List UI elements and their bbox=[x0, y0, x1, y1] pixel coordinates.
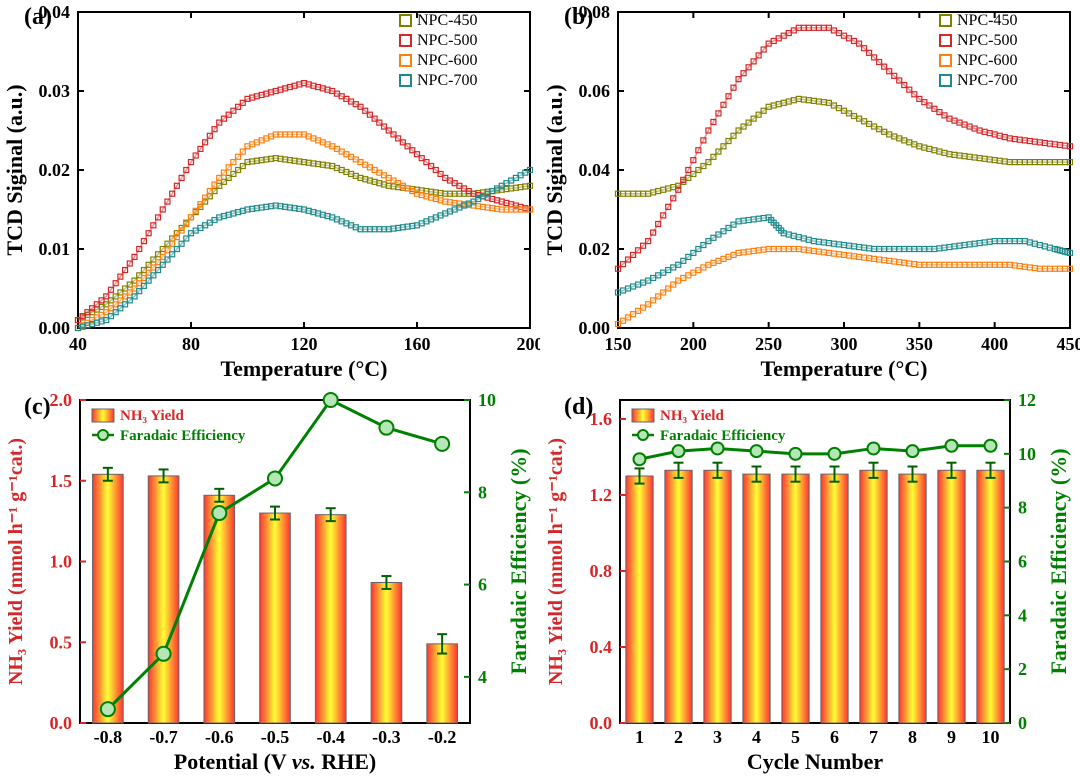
svg-text:350: 350 bbox=[906, 334, 933, 354]
svg-text:1: 1 bbox=[635, 727, 644, 747]
svg-text:0.01: 0.01 bbox=[39, 239, 71, 259]
svg-text:6: 6 bbox=[830, 727, 839, 747]
svg-text:0.8: 0.8 bbox=[590, 561, 613, 581]
svg-text:(c): (c) bbox=[24, 394, 51, 420]
svg-text:300: 300 bbox=[831, 334, 858, 354]
svg-text:6: 6 bbox=[1018, 552, 1027, 572]
svg-text:-0.6: -0.6 bbox=[205, 727, 234, 747]
svg-text:-0.4: -0.4 bbox=[316, 727, 345, 747]
svg-text:1.2: 1.2 bbox=[590, 485, 613, 505]
svg-text:Faradaic Efficiency: Faradaic Efficiency bbox=[660, 428, 786, 444]
svg-text:0.02: 0.02 bbox=[39, 160, 71, 180]
svg-text:NH₃ Yield: NH₃ Yield bbox=[660, 408, 724, 424]
svg-text:2: 2 bbox=[674, 727, 683, 747]
svg-text:(d): (d) bbox=[564, 394, 593, 420]
svg-text:-0.2: -0.2 bbox=[428, 727, 457, 747]
svg-text:-0.5: -0.5 bbox=[261, 727, 290, 747]
svg-text:3: 3 bbox=[713, 727, 722, 747]
svg-text:80: 80 bbox=[182, 334, 200, 354]
svg-text:120: 120 bbox=[291, 334, 318, 354]
svg-text:NH₃ Yield (mmol h⁻¹ g⁻¹cat.): NH₃ Yield (mmol h⁻¹ g⁻¹cat.) bbox=[5, 438, 27, 685]
svg-text:NPC-450: NPC-450 bbox=[417, 12, 477, 29]
svg-text:Cycle Number: Cycle Number bbox=[747, 749, 883, 774]
svg-text:NPC-500: NPC-500 bbox=[957, 32, 1017, 49]
svg-text:200: 200 bbox=[680, 334, 707, 354]
svg-text:(b): (b) bbox=[564, 4, 593, 30]
svg-text:12: 12 bbox=[1018, 390, 1036, 410]
svg-text:NH₃ Yield (mmol h⁻¹ g⁻¹cat.): NH₃ Yield (mmol h⁻¹ g⁻¹cat.) bbox=[545, 438, 567, 685]
svg-text:NH₃ Yield: NH₃ Yield bbox=[120, 408, 184, 424]
figure-grid: 40801201602000.000.010.020.030.04Tempera… bbox=[0, 0, 1080, 781]
svg-text:6: 6 bbox=[478, 575, 487, 595]
panel-d: 123456789100.00.40.81.21.6024681012Cycle… bbox=[540, 390, 1080, 781]
svg-text:0.00: 0.00 bbox=[579, 318, 611, 338]
svg-text:1.5: 1.5 bbox=[50, 471, 73, 491]
svg-text:10: 10 bbox=[1018, 444, 1036, 464]
svg-text:0.0: 0.0 bbox=[590, 713, 613, 733]
svg-text:Faradaic Efficiency: Faradaic Efficiency bbox=[120, 428, 246, 444]
panel-c-chart: -0.8 -0.7 -0.6 -0.5 -0.4 -0.3 -0.2 0.0 0.5 1.0 1.5… bbox=[0, 390, 540, 781]
svg-text:NPC-450: NPC-450 bbox=[957, 12, 1017, 29]
svg-text:400: 400 bbox=[981, 334, 1008, 354]
svg-text:0.5: 0.5 bbox=[50, 632, 73, 652]
svg-text:0: 0 bbox=[1018, 713, 1027, 733]
panel-d-chart: 123456789100.00.40.81.21.6024681012Cycle… bbox=[540, 390, 1080, 781]
svg-text:0.06: 0.06 bbox=[579, 81, 611, 101]
svg-text:0.00: 0.00 bbox=[39, 318, 71, 338]
svg-text:Faradaic Efficiency (%): Faradaic Efficiency (%) bbox=[1046, 448, 1071, 674]
svg-text:4: 4 bbox=[752, 727, 761, 747]
svg-text:5: 5 bbox=[791, 727, 800, 747]
svg-text:Temperature (°C): Temperature (°C) bbox=[220, 356, 387, 381]
svg-text:0.04: 0.04 bbox=[579, 160, 611, 180]
svg-text:TCD Siginal (a.u.): TCD Siginal (a.u.) bbox=[2, 84, 27, 255]
panel-c: -0.8 -0.7 -0.6 -0.5 -0.4 -0.3 -0.2 0.0 0.5 1.0 1.5… bbox=[0, 390, 540, 781]
svg-text:8: 8 bbox=[1018, 498, 1027, 518]
panel-b-chart: 1502002503003504004500.000.020.040.060.0… bbox=[540, 0, 1080, 390]
svg-text:9: 9 bbox=[947, 727, 956, 747]
svg-text:Potential (V vs. RHE): Potential (V vs. RHE) bbox=[174, 749, 376, 774]
svg-text:0.4: 0.4 bbox=[590, 637, 613, 657]
svg-text:NPC-700: NPC-700 bbox=[417, 72, 477, 89]
svg-text:160: 160 bbox=[404, 334, 431, 354]
svg-text:(a): (a) bbox=[24, 4, 52, 30]
svg-text:TCD Siginal (a.u.): TCD Siginal (a.u.) bbox=[542, 84, 567, 255]
svg-text:10: 10 bbox=[982, 727, 1000, 747]
svg-text:Temperature (°C): Temperature (°C) bbox=[760, 356, 927, 381]
svg-text:8: 8 bbox=[478, 482, 487, 502]
svg-text:10: 10 bbox=[478, 390, 496, 410]
svg-text:NPC-500: NPC-500 bbox=[417, 32, 477, 49]
svg-text:2.0: 2.0 bbox=[50, 390, 73, 410]
svg-text:-0.7: -0.7 bbox=[149, 727, 178, 747]
svg-text:NPC-600: NPC-600 bbox=[957, 52, 1017, 69]
svg-text:NPC-700: NPC-700 bbox=[957, 72, 1017, 89]
panel-a: 40801201602000.000.010.020.030.04Tempera… bbox=[0, 0, 540, 390]
panel-a-chart: 40801201602000.000.010.020.030.04Tempera… bbox=[0, 0, 540, 390]
svg-text:2: 2 bbox=[1018, 659, 1027, 679]
svg-text:1.0: 1.0 bbox=[50, 552, 73, 572]
panel-b: 1502002503003504004500.000.020.040.060.0… bbox=[540, 0, 1080, 390]
svg-text:8: 8 bbox=[908, 727, 917, 747]
svg-text:-0.3: -0.3 bbox=[372, 727, 401, 747]
svg-text:0.03: 0.03 bbox=[39, 81, 71, 101]
svg-text:Faradaic Efficiency (%): Faradaic Efficiency (%) bbox=[506, 448, 531, 674]
svg-text:4: 4 bbox=[1018, 605, 1027, 625]
svg-text:250: 250 bbox=[755, 334, 782, 354]
svg-text:-0.8: -0.8 bbox=[94, 727, 123, 747]
svg-text:200: 200 bbox=[517, 334, 541, 354]
svg-text:7: 7 bbox=[869, 727, 878, 747]
svg-text:0.02: 0.02 bbox=[579, 239, 611, 259]
svg-text:40: 40 bbox=[69, 334, 87, 354]
svg-text:450: 450 bbox=[1057, 334, 1080, 354]
svg-text:NPC-600: NPC-600 bbox=[417, 52, 477, 69]
svg-text:4: 4 bbox=[478, 667, 487, 687]
svg-text:0.0: 0.0 bbox=[50, 713, 73, 733]
